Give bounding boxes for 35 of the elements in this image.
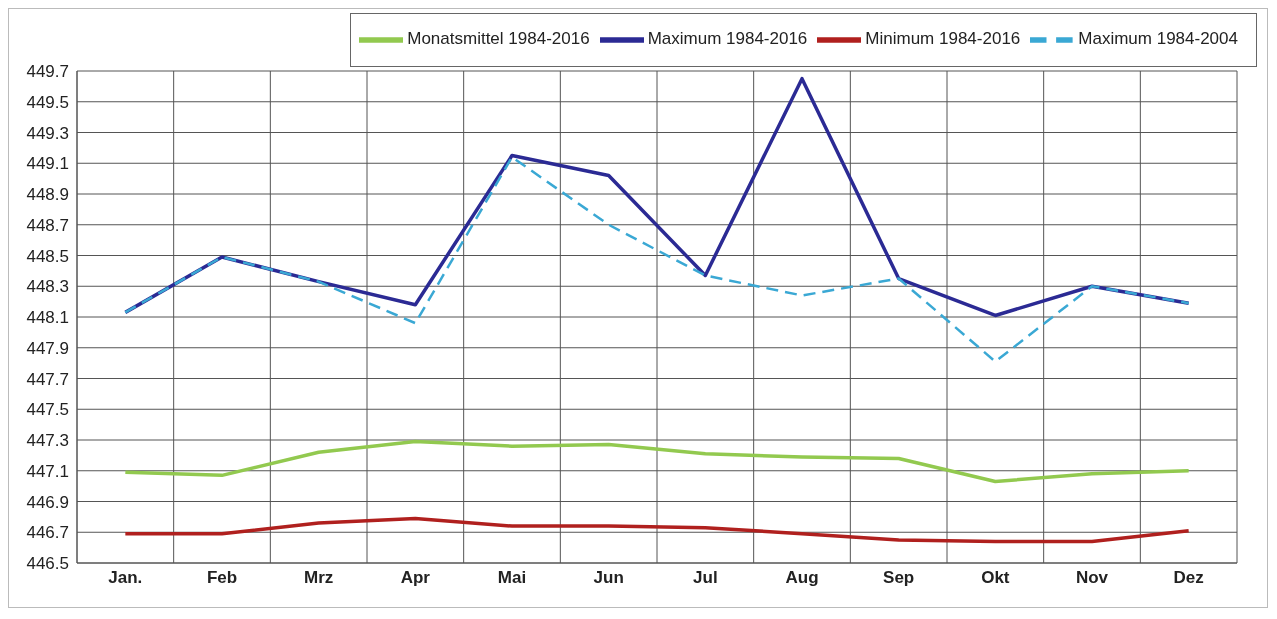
legend-label: Minimum 1984-2016 (865, 29, 1021, 49)
line-series (123, 516, 1191, 544)
x-tick-label: Jan. (108, 568, 143, 588)
y-tick-label: 447.5 (26, 400, 69, 420)
x-tick-label: Jun (593, 568, 624, 588)
x-tick-label: Apr (400, 568, 431, 588)
legend-label: Maximum 1984-2004 (1078, 29, 1238, 49)
y-tick-label: 447.7 (26, 369, 69, 389)
y-tick-label: 449.7 (26, 62, 69, 82)
legend-label: Monatsmittel 1984-2016 (407, 29, 590, 49)
y-tick-label: 448.9 (26, 185, 69, 205)
y-tick-label: 448.7 (26, 215, 69, 235)
y-tick-label: 448.5 (26, 246, 69, 266)
y-tick-label: 446.7 (26, 523, 69, 543)
y-tick-label: 447.9 (26, 338, 69, 358)
y-tick-label: 447.1 (26, 461, 69, 481)
x-tick-label: Aug (785, 568, 819, 588)
y-tick-label: 448.1 (26, 308, 69, 328)
legend-label: Maximum 1984-2016 (647, 29, 808, 49)
x-tick-label: Mai (497, 568, 527, 588)
line-series (123, 439, 1191, 484)
y-tick-label: 448.3 (26, 277, 69, 297)
y-tick-label: 447.3 (26, 431, 69, 451)
x-tick-label: Jul (693, 568, 718, 588)
x-tick-label: Feb (206, 568, 238, 588)
y-tick-label: 449.3 (26, 123, 69, 143)
y-tick-label: 449.5 (26, 92, 69, 112)
y-tick-label: 449.1 (26, 154, 69, 174)
x-tick-label: Sep (883, 568, 915, 588)
y-tick-label: 446.9 (26, 492, 69, 512)
y-tick-label: 446.5 (26, 554, 69, 574)
x-tick-label: Mrz (304, 568, 334, 588)
x-tick-label: Nov (1075, 568, 1109, 588)
x-tick-label: Okt (981, 568, 1010, 588)
x-tick-label: Dez (1173, 568, 1204, 588)
